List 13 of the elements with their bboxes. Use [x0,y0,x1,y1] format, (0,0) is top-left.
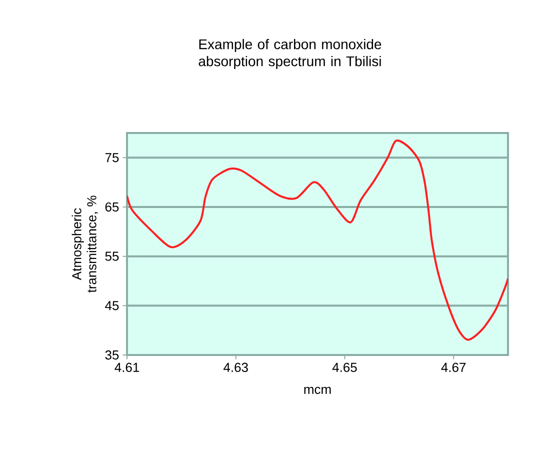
y-tick-label: 45 [105,301,119,310]
y-axis-title: Atmospheric transmittance, % [72,196,98,293]
x-tick-label: 4.67 [441,362,466,372]
x-tick-label: 4.63 [224,362,248,372]
y-tick-label: 55 [105,252,119,261]
y-tick-label: 35 [105,350,119,360]
y-tick-label: 65 [105,202,119,212]
x-tick-label: 4.61 [114,362,140,372]
chart-title: Example of carbon monoxide absorption spectrum in Tbilisi [198,38,382,70]
x-axis-title: mcm [304,386,331,394]
y-tick-label: 75 [105,153,119,162]
line-series [127,140,508,341]
x-tick-label: 4.65 [332,362,357,372]
